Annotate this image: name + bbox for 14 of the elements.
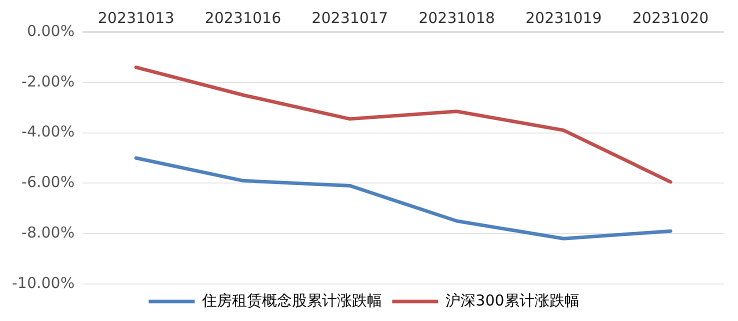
x-tick-label: 20231017 [312, 8, 388, 27]
legend-label: 住房租赁概念股累计涨跌幅 [201, 291, 382, 310]
x-tick-label: 20231019 [525, 8, 602, 27]
y-tick-label: 0.00% [26, 22, 75, 40]
legend-label: 沪深300累计涨跌幅 [446, 291, 580, 310]
y-tick-label: -2.00% [22, 72, 75, 90]
x-tick-label: 20231018 [418, 8, 495, 27]
x-tick-label: 20231016 [204, 8, 282, 27]
y-tick-label: -10.00% [12, 274, 75, 292]
y-tick-label: -6.00% [22, 173, 75, 192]
y-tick-label: -8.00% [22, 223, 75, 242]
x-tick-label: 20231020 [632, 8, 709, 27]
y-tick-label: -4.00% [22, 122, 75, 141]
x-tick-label: 20231013 [98, 8, 174, 27]
